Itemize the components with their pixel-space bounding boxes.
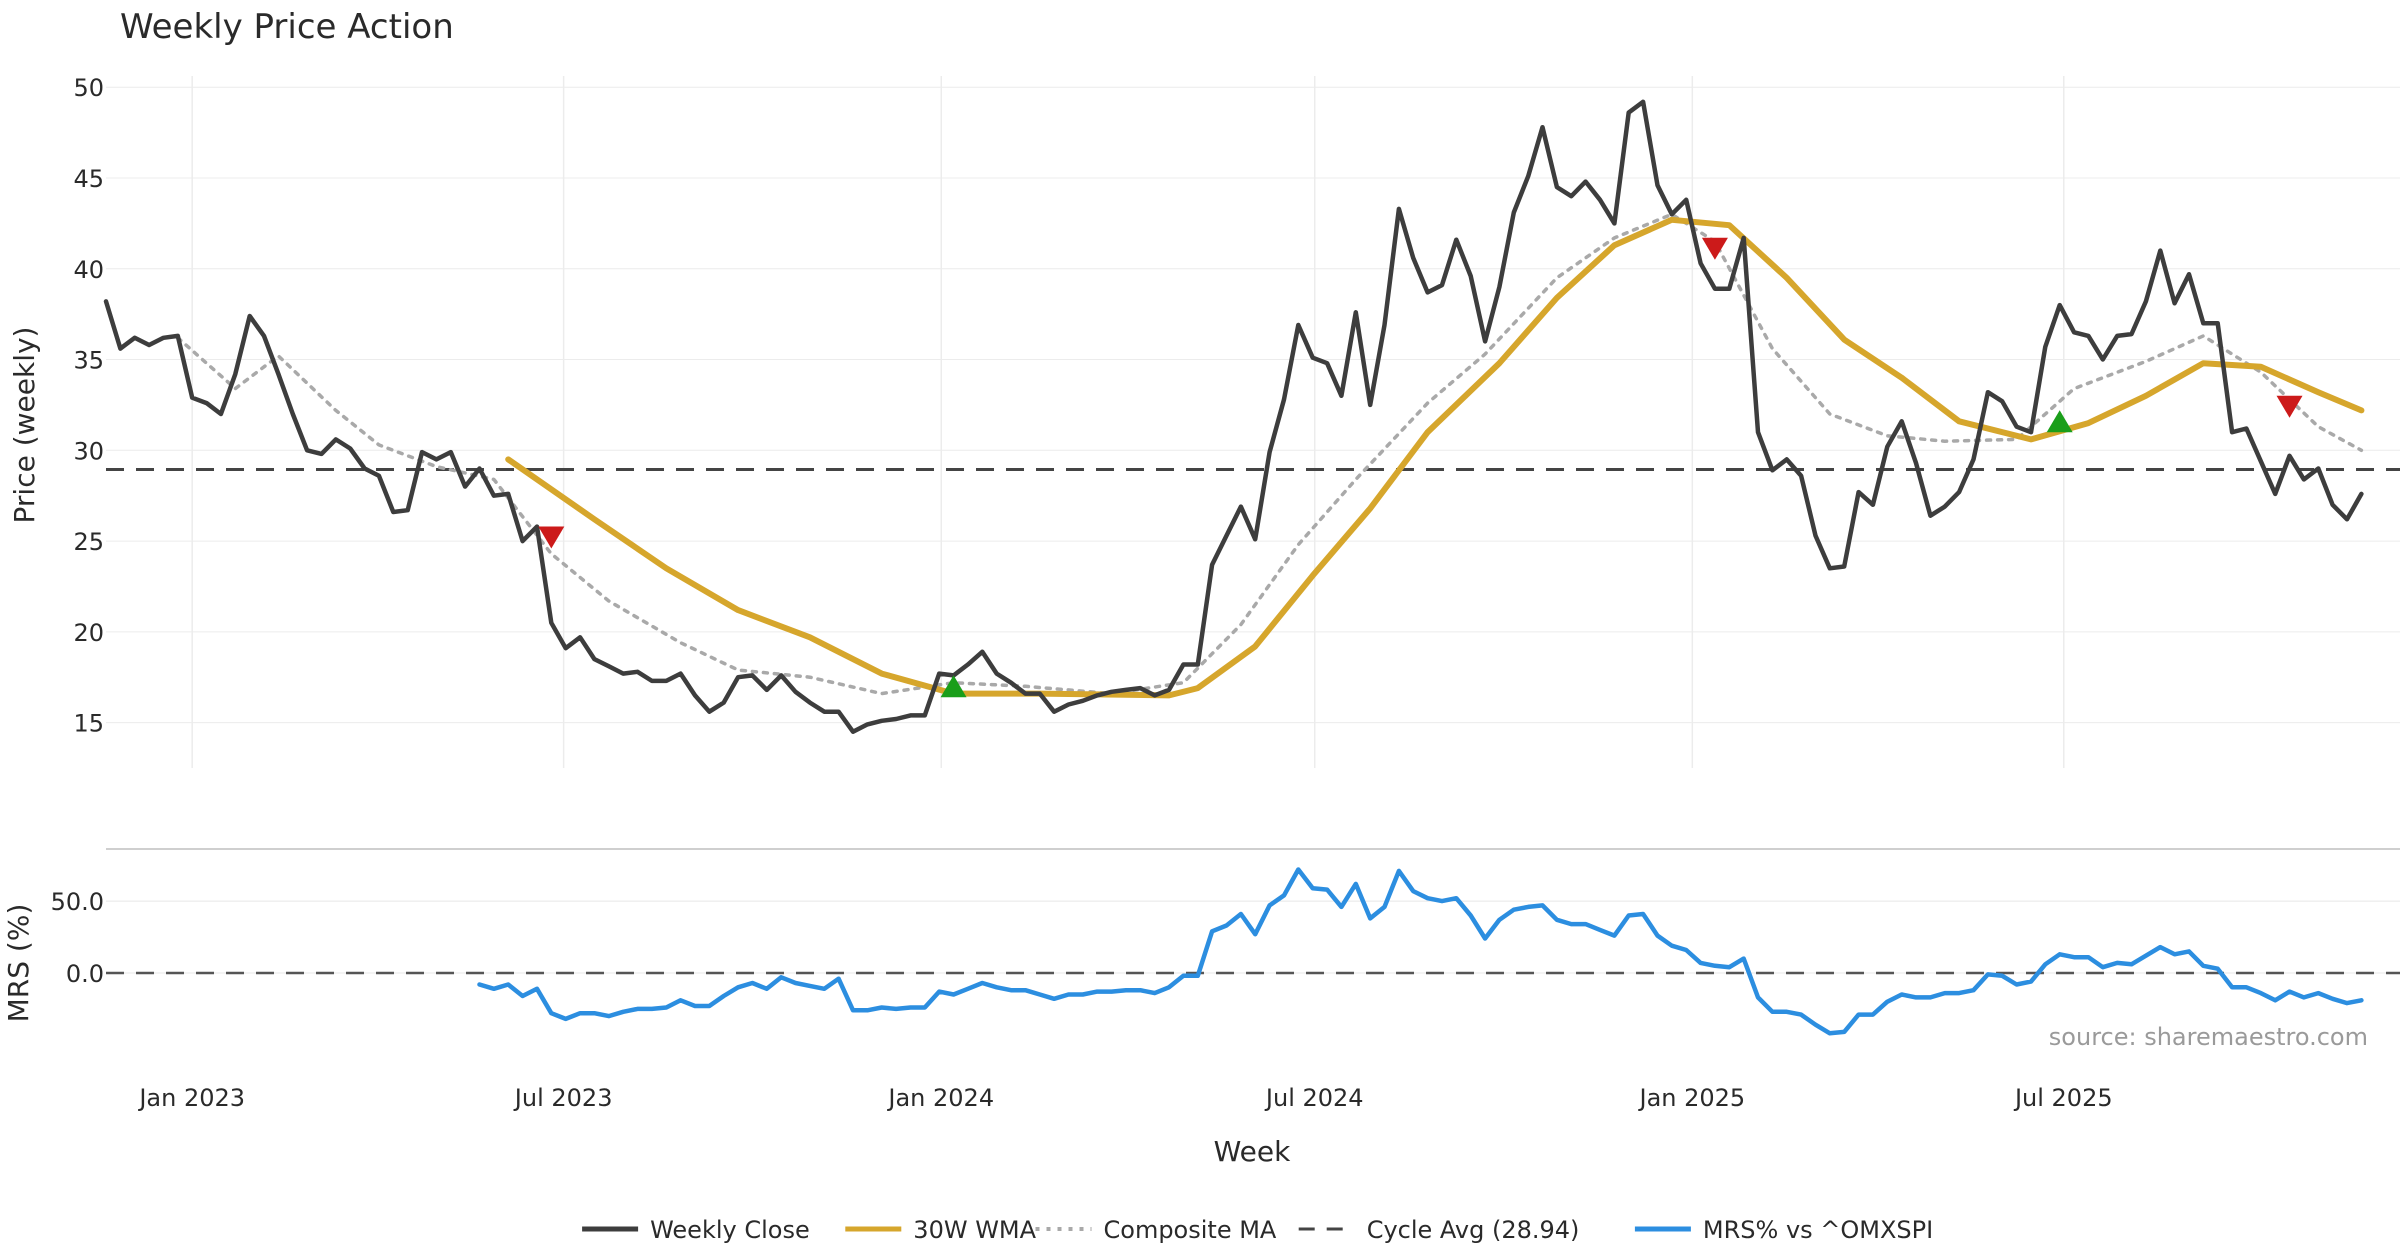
legend-label: Weekly Close bbox=[650, 1216, 810, 1244]
price-y-tick-label: 30 bbox=[73, 437, 104, 465]
mrs-panel: 50.0 0.0 MRS (%) source: sharemaestro.com bbox=[2, 867, 2400, 1051]
sell-signal-marker bbox=[1701, 237, 1728, 260]
legend-label: Composite MA bbox=[1104, 1216, 1277, 1244]
price-y-tick-label: 20 bbox=[73, 619, 104, 647]
x-tick-label: Jan 2023 bbox=[137, 1084, 245, 1112]
mrs-y-ticks: 50.0 0.0 bbox=[51, 888, 104, 988]
buy-signal-marker bbox=[2046, 410, 2073, 433]
mrs-series bbox=[477, 867, 2364, 1036]
sell-signal-marker bbox=[2276, 395, 2303, 418]
buy-signal-marker bbox=[940, 675, 967, 698]
x-tick-label: Jul 2024 bbox=[1264, 1084, 1364, 1112]
price-y-axis-label: Price (weekly) bbox=[8, 327, 41, 524]
price-y-tick-label: 15 bbox=[73, 710, 104, 738]
mrs-gridlines bbox=[106, 900, 2400, 974]
mrs-y-tick-label: 50.0 bbox=[51, 888, 104, 916]
price-y-tick-label: 40 bbox=[73, 256, 104, 284]
sell-signal-marker bbox=[538, 526, 565, 549]
price-panel: 50 45 40 35 30 25 20 15 Price (weekly) bbox=[8, 74, 2400, 768]
legend: Weekly Close 30W WMA Composite MA Cycle Avg… bbox=[582, 1216, 1933, 1244]
signal-markers bbox=[538, 237, 2303, 698]
price-y-tick-label: 35 bbox=[73, 347, 104, 375]
price-series bbox=[103, 99, 2365, 734]
legend-label: Cycle Avg (28.94) bbox=[1367, 1216, 1580, 1244]
series-composite-ma bbox=[176, 212, 2364, 696]
series-weekly-close bbox=[103, 99, 2364, 734]
x-axis-label: Week bbox=[1214, 1135, 1291, 1168]
x-tick-label: Jul 2025 bbox=[2013, 1084, 2113, 1112]
price-y-ticks: 50 45 40 35 30 25 20 15 bbox=[73, 74, 104, 737]
source-annotation: source: sharemaestro.com bbox=[2049, 1023, 2368, 1051]
series-30w-wma bbox=[505, 216, 2365, 699]
legend-label: 30W WMA bbox=[913, 1216, 1036, 1244]
legend-label: MRS% vs ^OMXSPI bbox=[1703, 1216, 1933, 1244]
x-axis-ticks: Jan 2023 Jul 2023 Jan 2024 Jul 2024 Jan 2025… bbox=[137, 1084, 2112, 1112]
price-y-tick-label: 45 bbox=[73, 165, 104, 193]
price-y-tick-label: 25 bbox=[73, 528, 104, 556]
x-tick-label: Jan 2024 bbox=[886, 1084, 994, 1112]
x-tick-label: Jan 2025 bbox=[1637, 1084, 1745, 1112]
x-tick-label: Jul 2023 bbox=[513, 1084, 613, 1112]
price-y-tick-label: 50 bbox=[73, 74, 104, 102]
series-mrs-vs-omxspi bbox=[477, 867, 2364, 1036]
mrs-y-tick-label: 0.0 bbox=[66, 960, 104, 988]
mrs-y-axis-label: MRS (%) bbox=[2, 904, 35, 1023]
chart-title: Weekly Price Action bbox=[120, 7, 454, 47]
